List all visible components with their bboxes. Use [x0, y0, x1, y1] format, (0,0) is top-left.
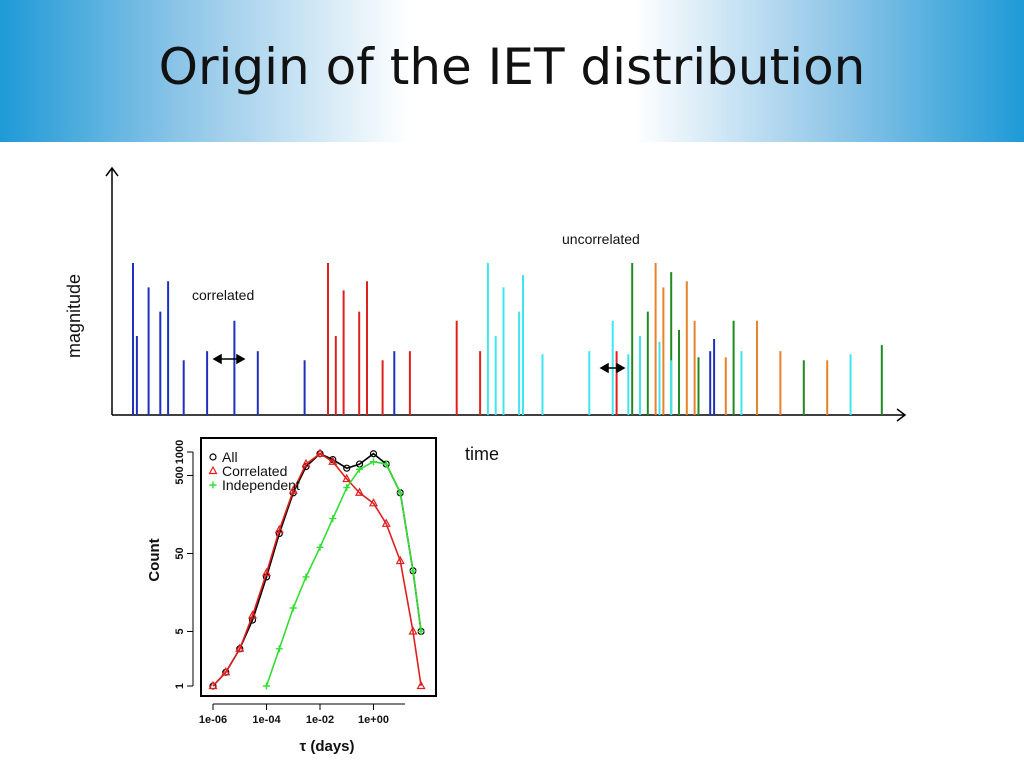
schematic-ylabel: magnitude: [64, 274, 84, 358]
correlated-interval-arrow: [212, 353, 246, 365]
data-point: [368, 498, 379, 507]
data-point: [343, 484, 351, 492]
title-band: [0, 0, 1024, 142]
iet-y-tick-label: 1000: [174, 440, 186, 464]
data-point: [369, 450, 378, 458]
legend-label: Independent: [222, 477, 300, 493]
iet-y-tick-label: 500: [174, 466, 186, 484]
series-correlated: [208, 448, 426, 690]
data-point: [342, 473, 352, 483]
annotation-correlated: correlated: [192, 287, 254, 303]
data-point: [301, 458, 311, 468]
data-point: [208, 680, 218, 690]
data-point: [343, 464, 351, 472]
iet-series: [208, 448, 426, 690]
data-point: [381, 518, 391, 527]
iet-x-tick-label: 1e+00: [358, 714, 389, 726]
data-point: [209, 481, 217, 489]
iet-x-tick-label: 1e-06: [199, 714, 227, 726]
data-point: [263, 682, 270, 690]
iet-ylabel: Count: [146, 538, 163, 581]
data-point: [396, 489, 404, 497]
data-point: [208, 465, 218, 475]
schematic-axes: [105, 166, 907, 422]
data-point: [316, 543, 324, 551]
data-point: [416, 680, 426, 690]
data-point: [302, 573, 310, 581]
data-point: [382, 460, 390, 468]
data-point: [209, 453, 217, 461]
data-point: [221, 666, 231, 676]
schematic-xlabel: time: [465, 444, 499, 464]
data-point: [395, 555, 405, 565]
legend-label: All: [222, 449, 238, 465]
data-point: [370, 458, 377, 466]
schematic-x-arrowhead: [896, 408, 907, 422]
data-point: [355, 487, 365, 496]
data-point: [408, 626, 418, 635]
iet-axes: 1e-06 1e-04 1e-02 1e+00 1 5 50 500 1000: [174, 440, 405, 726]
annotation-uncorrelated: uncorrelated: [562, 231, 640, 247]
data-point: [248, 610, 258, 619]
data-point: [329, 515, 337, 523]
data-point: [261, 567, 272, 577]
slide-title: Origin of the IET distribution: [158, 38, 866, 96]
data-point: [417, 627, 425, 635]
uncorrelated-interval-arrow: [599, 362, 626, 374]
iet-xlabel: τ (days): [299, 738, 354, 755]
plot-frame: [200, 437, 437, 697]
data-point: [289, 604, 297, 612]
data-point: [275, 645, 283, 653]
event-schematic-chart: correlated uncorrelated magnitude time: [64, 166, 907, 464]
series-independent: [263, 458, 425, 690]
data-point: [315, 448, 325, 457]
data-point: [328, 456, 338, 465]
iet-x-tick-label: 1e-02: [306, 714, 334, 726]
series-line: [212, 452, 422, 687]
data-point: [274, 524, 284, 534]
data-point: [409, 567, 417, 575]
schematic-y-arrowhead: [105, 166, 119, 177]
iet-y-tick-label: 50: [174, 547, 186, 559]
data-point: [235, 643, 245, 652]
schematic-events: [132, 263, 883, 415]
iet-y-tick-label: 1: [174, 683, 186, 689]
iet-x-tick-label: 1e-04: [252, 714, 281, 726]
legend-label: Correlated: [222, 463, 287, 479]
data-point: [356, 465, 364, 473]
iet-y-tick-label: 5: [174, 628, 186, 634]
data-point: [288, 485, 298, 494]
